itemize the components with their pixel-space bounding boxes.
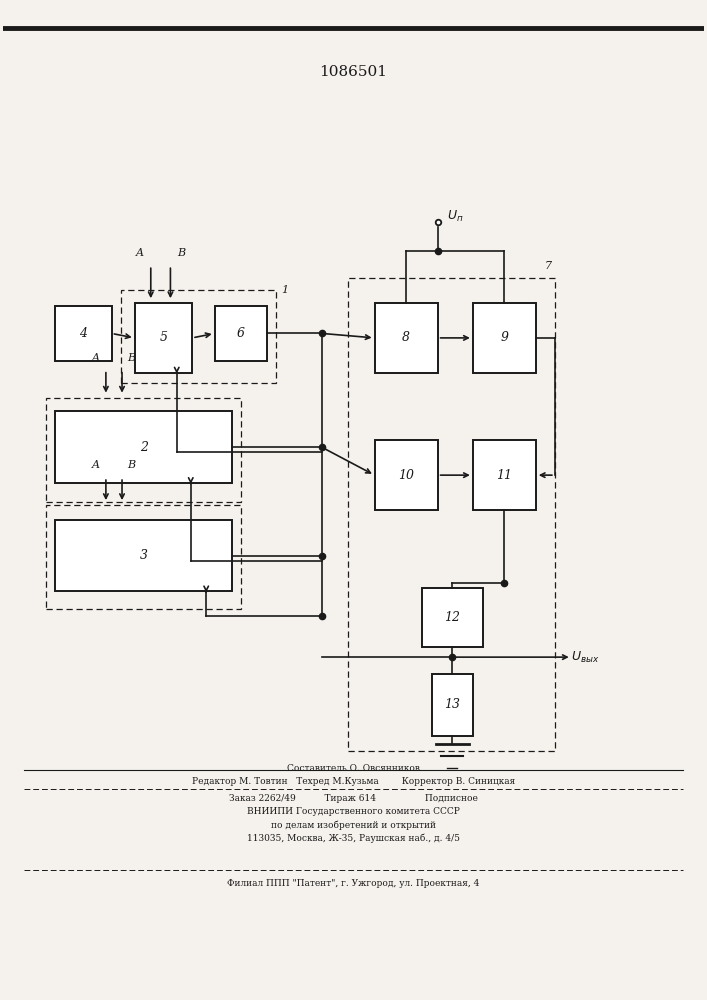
Text: 5: 5 [159, 331, 168, 344]
Text: 13: 13 [445, 698, 460, 711]
Text: 6: 6 [237, 327, 245, 340]
Text: $U_{вых}$: $U_{вых}$ [571, 650, 600, 665]
Text: 113035, Москва, Ж-35, Раушская наб., д. 4/5: 113035, Москва, Ж-35, Раушская наб., д. … [247, 833, 460, 843]
Text: по делам изобретений и открытий: по делам изобретений и открытий [271, 820, 436, 830]
FancyBboxPatch shape [55, 306, 112, 361]
Text: 1: 1 [281, 285, 288, 295]
Text: Филиал ППП "Патент", г. Ужгород, ул. Проектная, 4: Филиал ППП "Патент", г. Ужгород, ул. Про… [228, 879, 479, 888]
Text: B: B [127, 353, 135, 363]
Text: 1086501: 1086501 [320, 65, 387, 79]
FancyBboxPatch shape [421, 588, 484, 647]
Text: 11: 11 [496, 469, 513, 482]
FancyBboxPatch shape [375, 440, 438, 510]
Text: 7: 7 [544, 261, 551, 271]
Text: A: A [91, 460, 100, 470]
FancyBboxPatch shape [55, 520, 232, 591]
Text: Редактор М. Товтин   Техред М.Кузьма        Корректор В. Синицкая: Редактор М. Товтин Техред М.Кузьма Корре… [192, 777, 515, 786]
Text: Заказ 2262/49          Тираж 614                 Подписное: Заказ 2262/49 Тираж 614 Подписное [229, 794, 478, 803]
Text: A: A [91, 353, 100, 363]
FancyBboxPatch shape [432, 674, 473, 736]
Text: $U_п$: $U_п$ [447, 209, 464, 224]
Text: ВНИИПИ Государственного комитета СССР: ВНИИПИ Государственного комитета СССР [247, 807, 460, 816]
FancyBboxPatch shape [215, 306, 267, 361]
Text: 4: 4 [79, 327, 88, 340]
Text: 2: 2 [140, 441, 148, 454]
FancyBboxPatch shape [134, 303, 192, 373]
Text: B: B [127, 460, 135, 470]
Text: 10: 10 [398, 469, 414, 482]
Text: Составитель О. Овсянников: Составитель О. Овсянников [287, 764, 420, 773]
Text: 12: 12 [445, 611, 460, 624]
FancyBboxPatch shape [473, 303, 536, 373]
FancyBboxPatch shape [55, 411, 232, 483]
Text: A: A [136, 248, 144, 258]
Text: B: B [177, 248, 185, 258]
Text: 9: 9 [501, 331, 508, 344]
Text: 3: 3 [140, 549, 148, 562]
FancyBboxPatch shape [473, 440, 536, 510]
FancyBboxPatch shape [375, 303, 438, 373]
Text: 8: 8 [402, 331, 410, 344]
